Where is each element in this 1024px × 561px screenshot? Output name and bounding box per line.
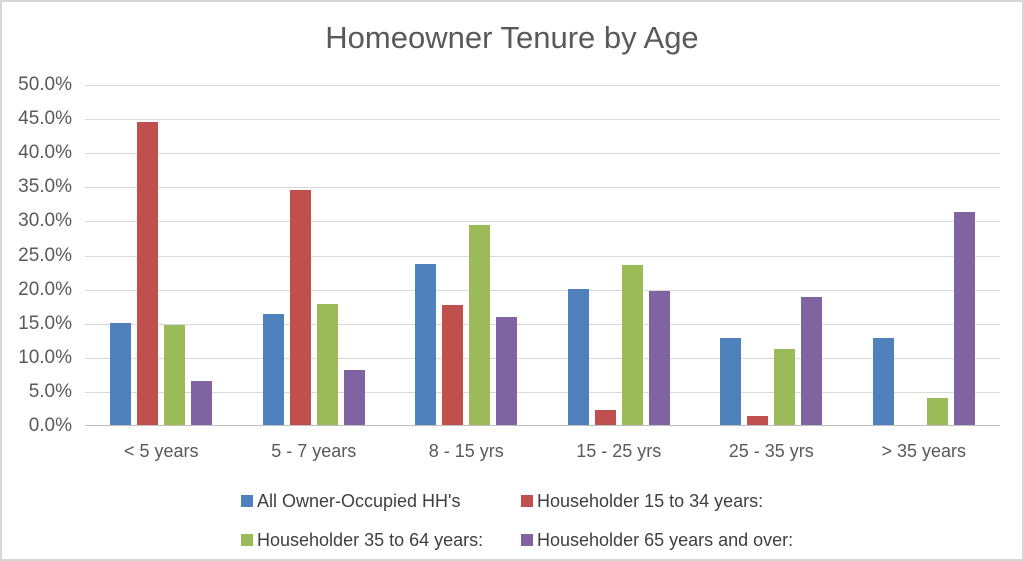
bar-s2-c2 xyxy=(289,190,311,425)
legend-label: Householder 35 to 64 years: xyxy=(257,529,484,550)
bar-s2-c5 xyxy=(747,416,769,425)
x-axis-label: 15 - 25 yrs xyxy=(576,441,662,461)
bar-group-5 xyxy=(695,85,848,425)
legend-label: All Owner-Occupied HH's xyxy=(257,490,461,511)
bar-s3-c1 xyxy=(164,325,186,425)
legend-item-2: Householder 15 to 34 years: xyxy=(521,490,793,512)
legend-label: Householder 15 to 34 years: xyxy=(537,490,764,511)
legend-item-4: Householder 65 years and over: xyxy=(521,529,793,551)
bar-s1-c3 xyxy=(415,264,437,425)
bar-s2-c4 xyxy=(594,410,616,425)
bar-s3-c2 xyxy=(316,304,338,425)
y-tick-label: 40.0% xyxy=(18,142,72,164)
x-axis-label: > 35 years xyxy=(881,441,967,461)
gridline xyxy=(85,221,1000,222)
y-tick-label: 30.0% xyxy=(18,210,72,232)
bar-s1-c6 xyxy=(872,338,894,425)
x-axis-label: < 5 years xyxy=(123,441,199,461)
bar-s3-c6 xyxy=(926,398,948,425)
bar-s4-c6 xyxy=(953,211,975,425)
y-tick-label: 45.0% xyxy=(18,108,72,130)
bar-group-6 xyxy=(848,85,1001,425)
bar-s1-c4 xyxy=(567,288,589,425)
gridline xyxy=(85,392,1000,393)
legend-swatch-icon xyxy=(521,495,533,507)
x-axis-labels: < 5 years 5 - 7 years 8 - 15 yrs 15 - 25 yr… xyxy=(85,440,1000,462)
legend-item-3: Householder 35 to 64 years: xyxy=(241,529,521,551)
y-tick-label: 25.0% xyxy=(18,244,72,266)
legend: All Owner-Occupied HH's Householder 15 to… xyxy=(241,490,793,551)
bar-s4-c2 xyxy=(343,369,365,425)
x-axis-label: 5 - 7 years xyxy=(271,441,357,461)
gridline xyxy=(85,187,1000,188)
legend-item-1: All Owner-Occupied HH's xyxy=(241,490,521,512)
gridline xyxy=(85,119,1000,120)
bar-s1-c1 xyxy=(110,322,132,425)
y-tick-label: 0.0% xyxy=(28,415,72,436)
y-tick-label: 35.0% xyxy=(18,176,72,198)
legend-swatch-icon xyxy=(241,534,253,546)
y-tick-label: 20.0% xyxy=(18,278,72,300)
x-axis-label: 8 - 15 yrs xyxy=(428,441,504,461)
y-tick-label: 10.0% xyxy=(18,346,72,368)
bar-s2-c3 xyxy=(442,304,464,425)
y-tick-label: 50.0% xyxy=(18,74,72,95)
gridline xyxy=(85,324,1000,325)
bar-s3-c4 xyxy=(621,264,643,425)
bar-s3-c3 xyxy=(469,224,491,425)
gridline xyxy=(85,256,1000,257)
bar-group-2 xyxy=(238,85,391,425)
bar-s2-c1 xyxy=(137,121,159,425)
bar-s4-c1 xyxy=(191,380,213,425)
bar-group-4 xyxy=(543,85,696,425)
gridline xyxy=(85,85,1000,86)
legend-swatch-icon xyxy=(241,495,253,507)
x-axis-label: 25 - 35 yrs xyxy=(728,441,814,461)
legend-swatch-icon xyxy=(521,534,533,546)
bar-group-1 xyxy=(85,85,238,425)
bars-layer xyxy=(85,85,1000,425)
legend-label: Householder 65 years and over: xyxy=(537,529,794,550)
bar-s3-c5 xyxy=(774,349,796,425)
y-tick-label: 5.0% xyxy=(28,380,72,402)
gridline xyxy=(85,290,1000,291)
bar-s4-c4 xyxy=(648,291,670,425)
bar-s1-c5 xyxy=(720,337,742,425)
bar-s1-c2 xyxy=(262,313,284,425)
bar-s4-c3 xyxy=(496,317,518,425)
chart-title: Homeowner Tenure by Age xyxy=(325,20,699,55)
gridline xyxy=(85,358,1000,359)
bar-group-3 xyxy=(390,85,543,425)
gridline xyxy=(85,153,1000,154)
y-tick-label: 15.0% xyxy=(18,312,72,334)
plot-area xyxy=(85,85,1000,426)
bar-s4-c5 xyxy=(801,296,823,425)
